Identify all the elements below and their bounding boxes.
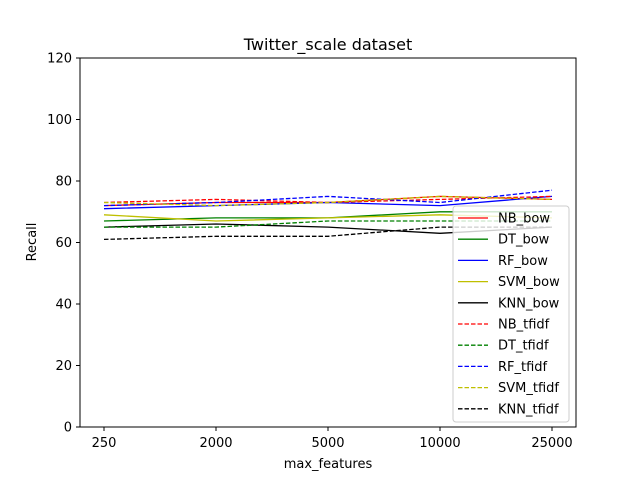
y-tick-label: 0 — [64, 421, 72, 436]
legend-label: NB_tfidf — [498, 318, 550, 333]
x-tick-label: 25000 — [531, 436, 572, 451]
x-tick-label: 10000 — [419, 436, 460, 451]
series-line-rf-tfidf — [103, 189, 553, 207]
y-tick-label: 40 — [55, 298, 72, 313]
y-tick-label: 120 — [47, 52, 72, 67]
x-tick-label: 5000 — [311, 436, 344, 451]
legend-label: KNN_tfidf — [498, 402, 559, 417]
x-axis-label: max_features — [284, 457, 373, 472]
legend-label: RF_tfidf — [498, 360, 548, 375]
y-tick-label: 20 — [55, 359, 72, 374]
y-axis-label: Recall — [25, 223, 40, 262]
x-tick-label: 250 — [92, 436, 117, 451]
y-tick-label: 60 — [55, 236, 72, 251]
y-tick-label: 80 — [55, 175, 72, 190]
legend: NB_bow DT_bow RF_bow SVM_bow KNN_bow NB_tfidf… — [452, 205, 570, 423]
legend-label: DT_tfidf — [498, 339, 549, 354]
y-tick-label: 100 — [47, 113, 72, 128]
legend-label: DT_bow — [498, 233, 550, 248]
legend-label: KNN_bow — [498, 296, 560, 311]
legend-label: RF_bow — [498, 254, 548, 269]
chart-title: Twitter_scale dataset — [243, 35, 412, 55]
legend-label: SVM_bow — [498, 275, 560, 290]
series-line-svm-tfidf — [103, 195, 553, 207]
legend-label: SVM_tfidf — [498, 381, 559, 396]
x-tick-label: 2000 — [199, 436, 232, 451]
legend-label: NB_bow — [498, 212, 550, 227]
plot-area: 0 20 40 60 80 100 120 250 2000 5000 10000 25000 — [47, 52, 577, 451]
